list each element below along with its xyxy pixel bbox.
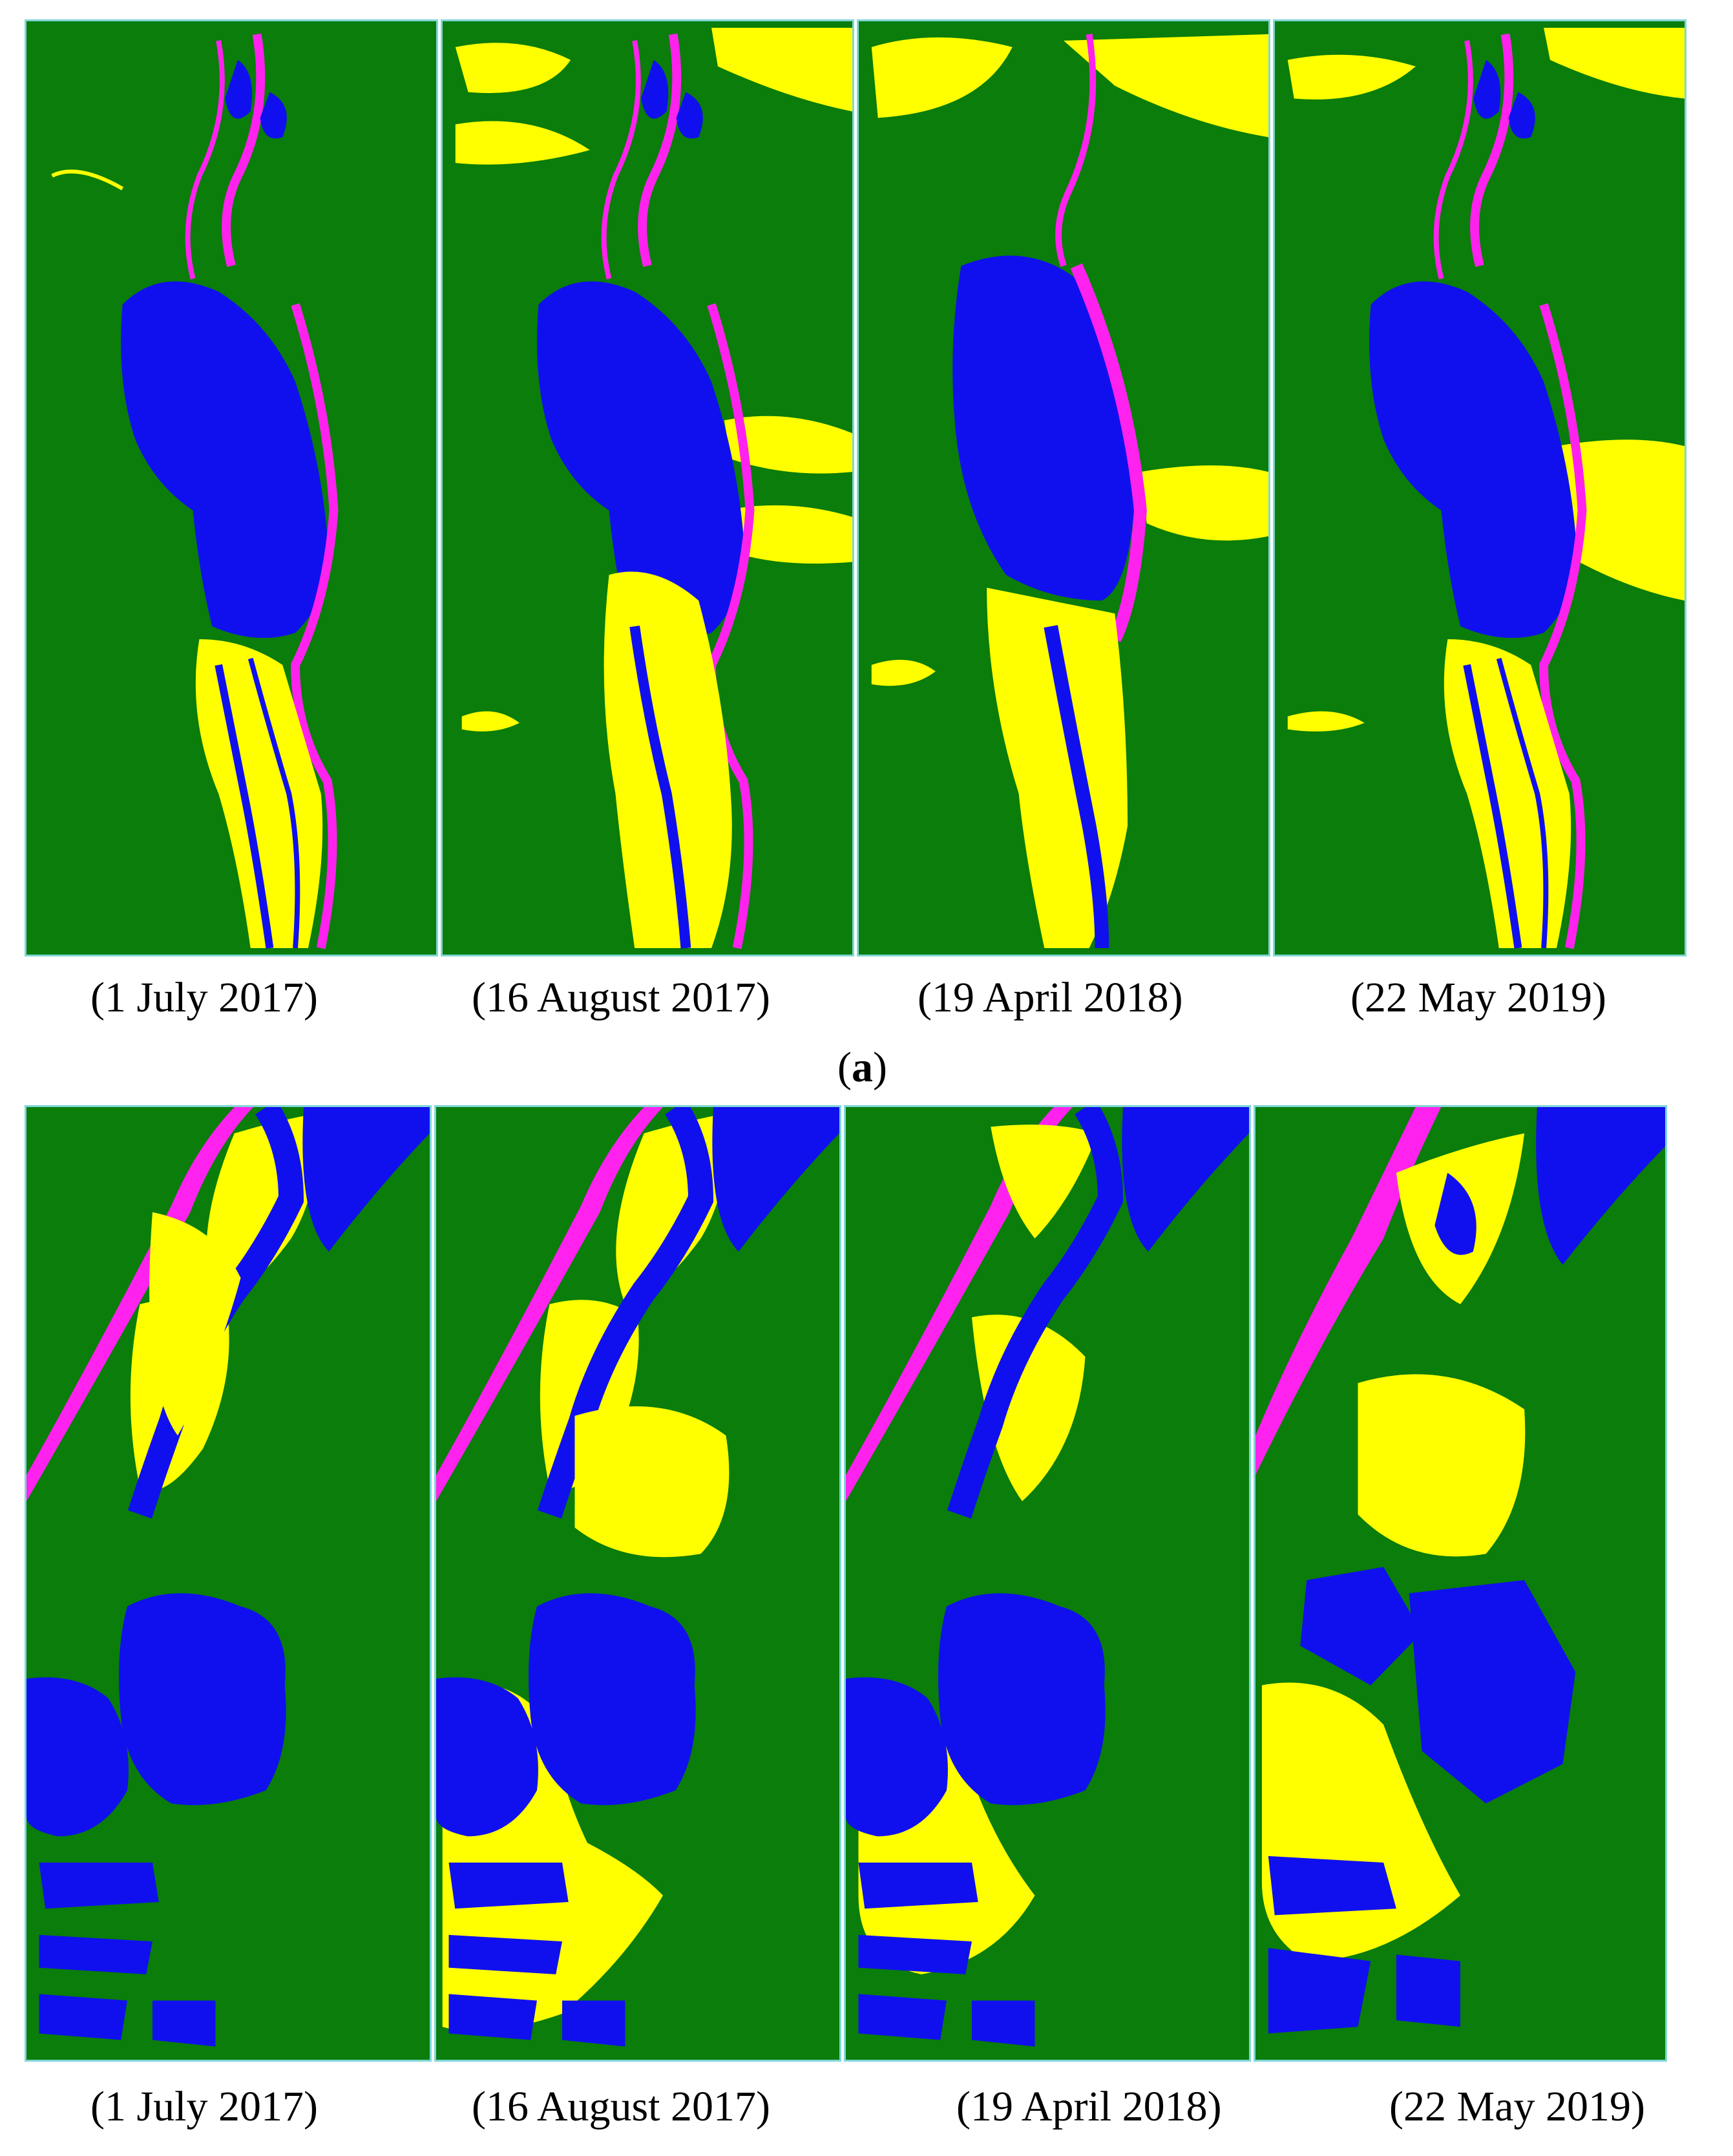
caption-a-2: (16 August 2017) [472,974,770,1021]
subfigure-letter-a: a [851,1044,873,1091]
map-panel-a-1 [25,19,438,956]
caption-b-2: (16 August 2017) [472,2083,770,2130]
caption-a-4: (22 May 2019) [1350,974,1606,1021]
map-panel-b-1 [25,1105,432,2062]
caption-b-3: (19 April 2018) [956,2083,1222,2130]
map-panel-b-3 [844,1105,1251,2062]
map-panel-b-4 [1254,1105,1667,2062]
caption-b-4: (22 May 2019) [1389,2083,1645,2130]
map-panel-a-3 [857,19,1270,956]
map-panel-b-2 [434,1105,841,2062]
map-panel-a-4 [1273,19,1686,956]
caption-b-1: (1 July 2017) [90,2083,318,2130]
caption-a-1: (1 July 2017) [90,974,318,1021]
map-panel-a-2 [441,19,854,956]
subfigure-label-a: (a) [837,1044,887,1091]
caption-a-3: (19 April 2018) [918,974,1183,1021]
